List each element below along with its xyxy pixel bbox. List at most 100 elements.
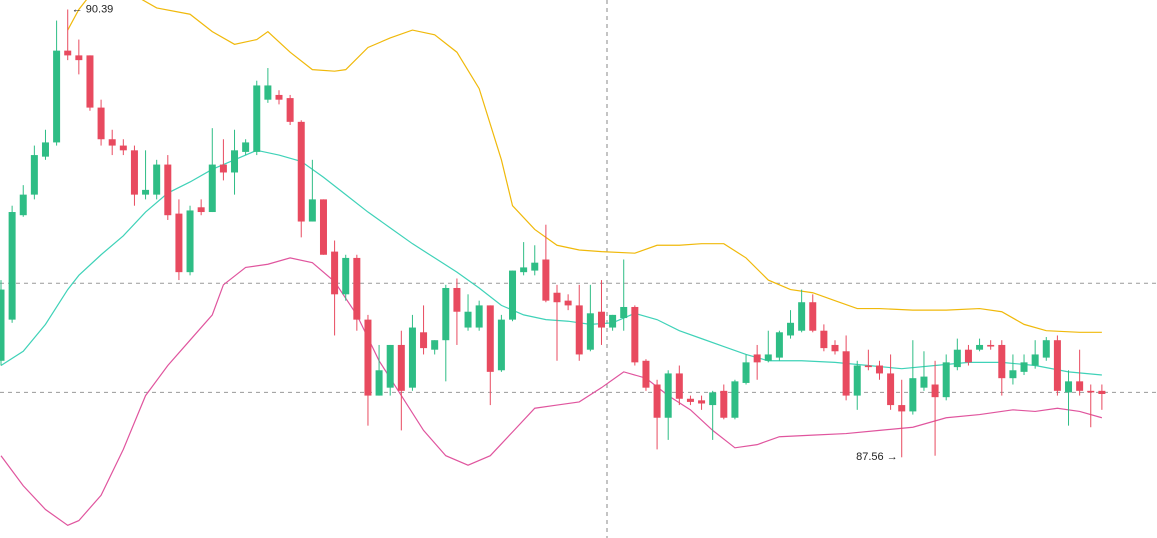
candle-body [53, 50, 61, 143]
candle-body [475, 305, 483, 328]
candle-body [742, 362, 750, 383]
candle-body [664, 373, 672, 418]
candle-body [30, 155, 38, 195]
candle-body [987, 344, 995, 347]
candle-body [253, 85, 261, 152]
candle-body [653, 384, 661, 418]
candle-body [775, 332, 783, 358]
candle-body [130, 150, 138, 195]
candle-body [553, 292, 561, 303]
candle-body [119, 145, 127, 151]
candle-body [564, 300, 572, 306]
candle-body [642, 360, 650, 388]
candle-body [698, 400, 706, 404]
candle-body [208, 164, 216, 213]
candle-body [1098, 390, 1106, 395]
candle-body [542, 259, 550, 301]
band-line [0, 149, 1102, 376]
candle-body [720, 390, 728, 418]
candle-body [753, 354, 761, 363]
candle-body [319, 199, 327, 255]
candle-body [331, 251, 339, 295]
candle-body [609, 314, 617, 328]
candle-body [364, 319, 372, 396]
candle-body [431, 340, 439, 350]
candle-body [1042, 340, 1050, 358]
candle-body [875, 365, 883, 374]
candle-body [275, 94, 283, 100]
candle-body [464, 311, 472, 328]
candle-body [731, 381, 739, 418]
price-annotation: ← 90.39 [72, 3, 114, 15]
candle-body [787, 322, 795, 336]
candle-body [342, 257, 350, 295]
candle-body [853, 365, 861, 396]
candle-body [898, 405, 906, 412]
candle-body [453, 287, 461, 312]
candle-body [86, 55, 94, 108]
candle-body [831, 344, 839, 352]
candle-body [620, 306, 628, 319]
candle-body [998, 344, 1006, 379]
candle-body [64, 50, 72, 56]
candle-body [1065, 381, 1073, 393]
candle-body [420, 332, 428, 349]
candle-body [798, 302, 806, 331]
candle-body [531, 262, 539, 271]
candle-body [709, 392, 717, 406]
candle-body [976, 344, 984, 350]
candle-body [286, 98, 294, 122]
candle-body [931, 384, 939, 398]
candle-body [242, 142, 250, 152]
candle-body [397, 344, 405, 391]
candle-body [231, 150, 239, 173]
candle-body [75, 55, 83, 61]
candle-body [19, 194, 27, 216]
candle-body [1009, 370, 1017, 379]
candle-body [486, 305, 494, 372]
candle-body [375, 370, 383, 396]
candle-body [1076, 381, 1084, 391]
candle-body [175, 213, 183, 273]
candle-body [308, 199, 316, 222]
candle-body [97, 107, 105, 140]
candle-body [386, 344, 394, 388]
band-line [67, 0, 1102, 333]
candle-body [497, 319, 505, 371]
candle-body [142, 189, 150, 195]
candle-body [41, 142, 49, 157]
candle-body [842, 351, 850, 396]
candle-body [586, 313, 594, 350]
candle-body [909, 378, 917, 412]
candle-body [108, 139, 116, 146]
candle-body [1031, 354, 1039, 366]
candle-body [631, 306, 639, 363]
candle-body [942, 362, 950, 398]
price-annotation: 87.56 → [856, 451, 898, 463]
candle-body [675, 373, 683, 399]
candle-body [153, 164, 161, 195]
candle-body [1053, 340, 1061, 391]
candle-body [442, 287, 450, 341]
candle-body [953, 349, 961, 368]
candle-body [0, 289, 5, 361]
candle-body [264, 85, 272, 100]
candle-body [164, 164, 172, 216]
candle-body [575, 305, 583, 355]
candle-body [520, 267, 528, 273]
candle-body [297, 121, 305, 222]
candle-body [597, 311, 605, 328]
candle-body [864, 365, 872, 368]
band-line [0, 257, 1103, 527]
candle-body [964, 349, 972, 363]
candle-body [197, 207, 205, 213]
candle-body [686, 398, 694, 402]
candle-body [353, 257, 361, 320]
candle-body [764, 354, 772, 361]
candle-body [887, 373, 895, 406]
candle-body [219, 164, 227, 173]
candle-body [186, 210, 194, 273]
candle-body [809, 302, 817, 331]
candle-body [1020, 362, 1028, 372]
